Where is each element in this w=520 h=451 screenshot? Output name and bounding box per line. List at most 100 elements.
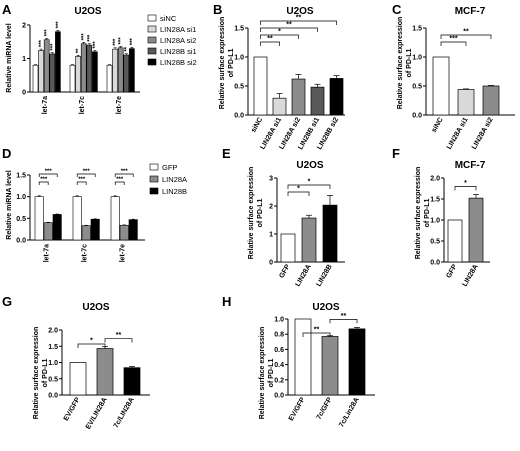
panel-g: G U2OS Relative surface expression of PD… [2, 294, 150, 431]
bar [32, 64, 39, 93]
bar [294, 318, 312, 396]
y-axis-label-line2: of PD-L1 [406, 49, 413, 78]
plot-area: 0.0 0.5 1.0 1.5 2.0 GFP LIN28A * [430, 176, 490, 288]
significance-label: ** [124, 46, 130, 51]
significance-bracket [287, 184, 331, 189]
bar [291, 78, 306, 116]
significance-label: * [464, 180, 467, 187]
bar [55, 31, 61, 93]
significance-bracket [454, 186, 477, 191]
bar [112, 48, 118, 93]
legend: siNC LIN28A si1 LIN28A si2 LIN28B si1 LI… [147, 14, 197, 67]
bar [253, 56, 268, 116]
bar [92, 51, 98, 93]
bar [321, 336, 339, 396]
significance-bracket [440, 41, 467, 46]
panel-letter: E [222, 146, 231, 161]
panel-a: A U2OS Relative miRNA level 012let-7a***… [2, 2, 197, 114]
panel-title: U2OS [82, 302, 110, 313]
y-tick-label: 1.5 [412, 26, 422, 33]
y-tick-label: 0.0 [48, 393, 58, 400]
significance-bracket [440, 34, 492, 39]
bar [96, 348, 114, 396]
legend-label: LIN28A [162, 175, 187, 184]
x-tick-label: LIN28B [316, 264, 334, 288]
y-tick-label: 1.5 [16, 173, 26, 180]
legend-label: LIN28B si2 [160, 58, 197, 67]
y-axis-label: Relative surface expression [219, 17, 226, 110]
bar [72, 196, 82, 241]
panel-title: U2OS [286, 6, 314, 17]
significance-bracket [260, 34, 299, 39]
panel-letter: F [392, 146, 400, 161]
y-axis-label: Relative surface expression [397, 17, 404, 110]
significance-bracket [260, 20, 337, 25]
bar [106, 64, 113, 93]
bar [129, 48, 135, 93]
panel-title: U2OS [296, 160, 324, 171]
y-tick-label: 2.0 [48, 328, 58, 335]
y-tick-label: 0.0 [234, 113, 244, 120]
bar [280, 233, 296, 263]
significance-label: *** [113, 38, 119, 46]
significance-label: ** [286, 22, 292, 29]
y-tick-label: 1.0 [274, 317, 284, 324]
y-tick-label: 1 [22, 56, 26, 63]
x-tick-label: EV/GFP [288, 396, 307, 422]
significance-bracket [302, 332, 331, 337]
x-tick-label: let-7e [120, 244, 127, 262]
panel-d: D Relative miRNA level 0.0 0.5 1.0 1.5 let-7… [2, 146, 187, 262]
x-tick-label: EV/LIN28A [85, 397, 109, 431]
significance-label: *** [39, 39, 45, 47]
y-axis-label: Relative surface expression [415, 167, 422, 260]
panel-h: H U2OS Relative surface expression of PD… [222, 294, 375, 429]
panel-b: B U2OS Relative surface expression of PD… [213, 2, 345, 151]
panel-title: U2OS [312, 302, 340, 313]
y-tick-label: 0.0 [16, 238, 26, 245]
x-tick-label: 7c/Lin28A [338, 397, 361, 429]
significance-bracket [104, 338, 133, 343]
y-tick-label: 2 [269, 204, 273, 211]
x-tick-label: let-7e [116, 96, 123, 114]
significance-bracket [114, 181, 125, 185]
x-tick-label: siNC [250, 117, 264, 134]
bar [482, 85, 500, 116]
y-tick-label: 3 [269, 176, 273, 183]
significance-label: * [278, 29, 281, 36]
legend-swatch [149, 163, 159, 171]
significance-label: *** [121, 169, 129, 175]
significance-bracket [260, 27, 318, 32]
y-axis-label: Relative surface expression [259, 327, 266, 420]
y-tick-label: 1.5 [234, 26, 244, 33]
y-tick-label: 1.0 [48, 360, 58, 367]
legend-swatch [147, 25, 157, 33]
legend-swatch [149, 175, 159, 183]
y-tick-label: 0.8 [274, 332, 284, 339]
x-tick-label: siNC [431, 117, 445, 134]
x-tick-label: LIN28A si1 [446, 116, 470, 150]
panel-title: MCF-7 [455, 6, 486, 17]
significance-label: *** [449, 36, 457, 43]
x-tick-label: LIN28A [462, 264, 480, 288]
significance-bracket [38, 181, 49, 185]
significance-label: * [297, 186, 300, 193]
panel-c: C MCF-7 Relative surface expression of P… [392, 2, 515, 151]
legend-label: LIN28A si2 [160, 36, 196, 45]
y-tick-label: 0.6 [274, 347, 284, 354]
panel-e: E U2OS Relative surface expression of PD… [222, 146, 345, 288]
legend-swatch [149, 187, 159, 195]
significance-label: *** [82, 33, 88, 41]
bar [69, 362, 87, 396]
significance-label: *** [130, 38, 136, 46]
significance-bracket [260, 41, 280, 46]
bar [86, 44, 93, 93]
y-tick-label: 1 [269, 232, 273, 239]
y-tick-label: 1.0 [234, 55, 244, 62]
bar [123, 54, 130, 93]
panel-letter: G [2, 294, 12, 309]
y-axis-label-line2: of PD-L1 [42, 359, 49, 388]
y-axis-label-line2: of PD-L1 [257, 199, 264, 228]
y-axis-label-line2: of PD-L1 [268, 359, 275, 388]
